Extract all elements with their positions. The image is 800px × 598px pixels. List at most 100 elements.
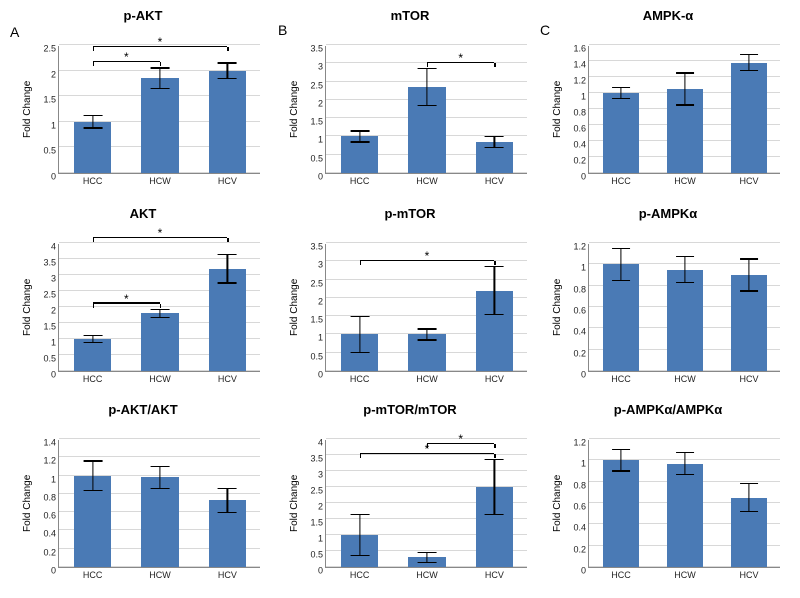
y-tick-label: 0.8 [43, 493, 59, 502]
grid-line [589, 242, 780, 243]
plot-area: 00.20.40.60.811.21.4HCCHCWHCV [58, 440, 260, 568]
error-cap [151, 67, 170, 68]
significance-tick [93, 47, 94, 51]
plot-area: 00.511.522.533.5HCCHCWHCV* [325, 46, 527, 174]
x-tick-label: HCW [674, 567, 696, 580]
grid-line [326, 470, 527, 471]
significance-tick [427, 444, 428, 448]
y-tick-label: 0.5 [310, 551, 326, 560]
error-cap [612, 470, 630, 471]
error-cap [740, 70, 758, 71]
error-bar [92, 116, 93, 128]
x-tick-label: HCV [739, 371, 758, 384]
error-cap [151, 317, 170, 318]
error-bar [227, 254, 228, 283]
error-bar [227, 63, 228, 78]
y-tick-label: 1.2 [43, 457, 59, 466]
error-cap [485, 147, 504, 148]
y-axis-label: Fold Change [552, 279, 563, 336]
y-tick-label: 0 [318, 173, 326, 182]
y-tick-label: 1.5 [310, 519, 326, 528]
x-tick-label: HCC [83, 567, 103, 580]
significance-label: * [458, 435, 463, 443]
x-tick-label: HCC [350, 567, 370, 580]
y-tick-label: 2.5 [310, 487, 326, 496]
y-tick-label: 1.2 [573, 243, 589, 252]
y-tick-label: 0 [51, 173, 59, 182]
plot-area: 00.511.522.533.54HCCHCWHCV** [325, 440, 527, 568]
y-tick-label: 1.5 [310, 316, 326, 325]
grid-line [326, 279, 527, 280]
y-tick-label: 1 [318, 136, 326, 145]
y-tick-label: 4 [318, 439, 326, 448]
error-cap [83, 127, 102, 128]
y-tick-label: 0.4 [573, 141, 589, 150]
y-tick-label: 0 [581, 173, 589, 182]
y-axis-label: Fold Change [22, 81, 33, 138]
significance-label: * [425, 252, 430, 260]
y-tick-label: 0.5 [43, 355, 59, 364]
plot-area: 00.20.40.60.811.21.41.6HCCHCWHCV [588, 46, 780, 174]
significance-tick [360, 261, 361, 265]
y-tick-label: 0.2 [43, 548, 59, 557]
significance-tick [494, 444, 495, 448]
chart-AKT: AKT00.511.522.533.54HCCHCWHCV**Fold Chan… [18, 206, 268, 394]
error-cap [485, 459, 504, 460]
error-bar [620, 87, 621, 98]
x-tick-label: HCV [218, 371, 237, 384]
x-tick-label: HCW [416, 173, 438, 186]
error-cap [350, 141, 369, 142]
y-axis-label: Fold Change [22, 279, 33, 336]
grid-line [589, 44, 780, 45]
y-tick-label: 3 [318, 261, 326, 270]
significance-tick [227, 47, 228, 51]
figure: ABCp-AKT00.511.522.5HCCHCWHCV**Fold Chan… [0, 0, 800, 598]
y-tick-label: 0.4 [573, 328, 589, 337]
error-bar [684, 453, 685, 474]
error-bar [620, 450, 621, 471]
y-tick-label: 2 [318, 297, 326, 306]
y-tick-label: 0.8 [573, 285, 589, 294]
error-cap [218, 282, 237, 283]
grid-line [59, 438, 260, 439]
chart-pAMPKa_AMPKa: p-AMPKα/AMPKα00.20.40.60.811.2HCCHCWHCVF… [548, 402, 788, 590]
x-tick-label: HCW [149, 371, 171, 384]
chart-pmTOR_mTOR: p-mTOR/mTOR00.511.522.533.54HCCHCWHCV**F… [285, 402, 535, 590]
x-tick-label: HCW [674, 173, 696, 186]
error-bar [748, 484, 749, 512]
y-tick-label: 1 [581, 460, 589, 469]
error-cap [612, 449, 630, 450]
error-cap [612, 98, 630, 99]
bar-HCV [209, 71, 246, 173]
significance-tick [160, 304, 161, 308]
y-tick-label: 1.4 [43, 439, 59, 448]
x-tick-label: HCV [739, 173, 758, 186]
x-tick-label: HCV [485, 173, 504, 186]
error-cap [740, 54, 758, 55]
grid-line [326, 44, 527, 45]
y-tick-label: 0.4 [573, 524, 589, 533]
y-tick-label: 0.2 [573, 349, 589, 358]
error-cap [151, 309, 170, 310]
y-tick-label: 1 [581, 93, 589, 102]
error-cap [418, 339, 437, 340]
x-tick-label: HCC [611, 173, 631, 186]
y-tick-label: 0 [581, 567, 589, 576]
y-tick-label: 2.5 [310, 81, 326, 90]
chart-title: p-mTOR/mTOR [285, 402, 535, 417]
y-tick-label: 1 [51, 339, 59, 348]
y-tick-label: 0.2 [573, 157, 589, 166]
error-cap [485, 136, 504, 137]
y-tick-label: 1 [581, 264, 589, 273]
error-cap [151, 466, 170, 467]
significance-label: * [458, 54, 463, 62]
x-tick-label: HCC [83, 371, 103, 384]
chart-pmTOR: p-mTOR00.511.522.533.5HCCHCWHCV*Fold Cha… [285, 206, 535, 394]
significance-tick [494, 261, 495, 265]
error-cap [218, 78, 237, 79]
error-bar [620, 248, 621, 280]
chart-title: AKT [18, 206, 268, 221]
grid-line [589, 438, 780, 439]
grid-line [589, 60, 780, 61]
y-tick-label: 1 [51, 475, 59, 484]
